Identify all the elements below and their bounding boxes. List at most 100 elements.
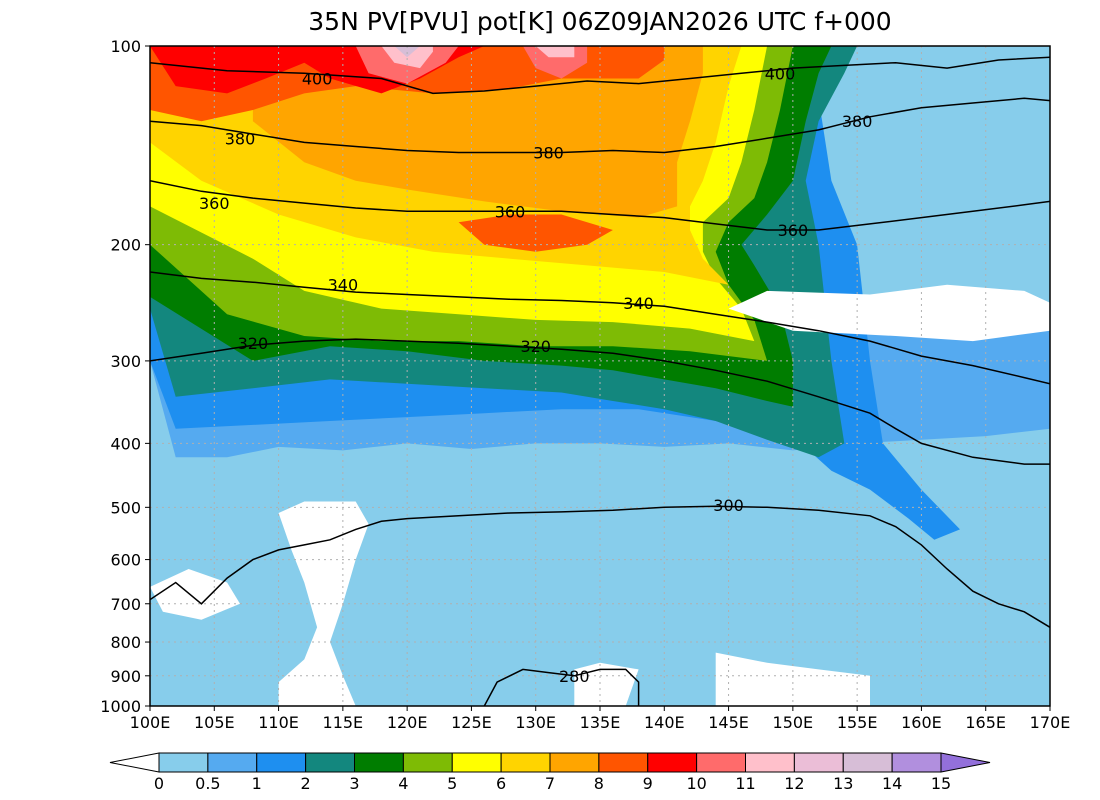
- colorbar-swatch-10: [647, 752, 698, 773]
- colorbar-swatch-0: [158, 752, 209, 773]
- y-axis: 100 200 300 400 500 600 700 800 900 1000: [100, 37, 150, 716]
- theta-contours: [150, 56, 1050, 706]
- x-tick-label: 150E: [773, 713, 814, 732]
- y-tick-label: 500: [110, 498, 141, 517]
- theta-contour-280: [483, 668, 640, 706]
- colorbar-tick-label: 8: [594, 774, 604, 793]
- grid-lines: [150, 46, 1050, 706]
- theta-contour-320: [150, 338, 1050, 465]
- pv-region-11-14: [535, 46, 575, 58]
- x-tick-label: 115E: [323, 713, 364, 732]
- chart-title: 35N PV[PVU] pot[K] 06Z09JAN2026 UTC f+00…: [308, 7, 891, 36]
- colorbar-swatch-9: [598, 752, 649, 773]
- pv-shading: [150, 46, 1050, 540]
- colorbar-under-arrow: [109, 752, 160, 773]
- x-tick-label: 100E: [130, 713, 171, 732]
- contour-label-380: 380: [225, 129, 256, 148]
- theta-contour-380: [150, 97, 1050, 154]
- y-tick-label: 1000: [100, 697, 141, 716]
- y-tick-label: 900: [110, 667, 141, 686]
- plot-area: [150, 46, 1050, 706]
- pv-below-zero-region-3: [715, 652, 870, 706]
- colorbar-swatch-6: [451, 752, 502, 773]
- colorbar-swatch-2: [256, 752, 307, 773]
- colorbar-tick-label: 14: [882, 774, 902, 793]
- x-tick-label: 120E: [387, 713, 428, 732]
- colorbar-tick-label: 12: [784, 774, 804, 793]
- contour-label-340: 340: [623, 294, 654, 313]
- contour-label-340: 340: [328, 276, 359, 295]
- contour-label-380: 380: [842, 112, 873, 131]
- y-tick-label: 100: [110, 37, 141, 56]
- x-tick-label: 160E: [901, 713, 942, 732]
- colorbar-tick-label: 0.5: [195, 774, 220, 793]
- contour-label-300: 300: [713, 496, 744, 515]
- colorbar-tick-label: 1: [252, 774, 262, 793]
- x-tick-label: 170E: [1030, 713, 1071, 732]
- colorbar-tick-label: 2: [301, 774, 311, 793]
- pv-below-zero-region-1: [278, 501, 369, 706]
- contour-labels: 400 400 380 380 380 360 360 360 340 340 320 320 300 2…: [199, 64, 873, 686]
- y-tick-label: 600: [110, 551, 141, 570]
- pv-below-zero-region-2: [150, 569, 240, 620]
- contour-label-360: 360: [199, 194, 230, 213]
- colorbar-tick-label: 0: [154, 774, 164, 793]
- contour-label-360: 360: [778, 221, 809, 240]
- colorbar-swatch-7: [500, 752, 551, 773]
- colorbar-swatch-12: [745, 752, 795, 773]
- x-tick-label: 165E: [965, 713, 1006, 732]
- colorbar-tick-label: 7: [545, 774, 555, 793]
- pv-region-13-15: [394, 46, 420, 58]
- colorbar-tick-label: 4: [398, 774, 408, 793]
- pv-below-zero-region-0: [728, 284, 1050, 342]
- x-tick-label: 140E: [644, 713, 685, 732]
- theta-contour-340: [150, 271, 1050, 385]
- colorbar-swatch-4: [354, 752, 404, 773]
- colorbar-tick-label: 5: [447, 774, 457, 793]
- x-tick-label: 130E: [515, 713, 556, 732]
- below-zero-regions: [150, 284, 1050, 706]
- x-tick-label: 155E: [837, 713, 878, 732]
- contour-label-280: 280: [559, 667, 590, 686]
- x-tick-label: 125E: [451, 713, 492, 732]
- colorbar-tick-label: 13: [833, 774, 853, 793]
- x-tick-label: 105E: [194, 713, 235, 732]
- colorbar-swatch-14: [842, 752, 893, 773]
- contour-label-380: 380: [533, 144, 564, 163]
- colorbar-tick-label: 11: [735, 774, 755, 793]
- colorbar-tick-label: 3: [349, 774, 359, 793]
- colorbar-swatch-5: [402, 752, 453, 773]
- x-tick-label: 135E: [580, 713, 621, 732]
- colorbar-swatch-3: [305, 752, 355, 773]
- contour-label-400: 400: [765, 64, 796, 83]
- colorbar-over-arrow: [940, 752, 991, 773]
- x-tick-label: 145E: [708, 713, 749, 732]
- colorbar-tick-label: 15: [931, 774, 951, 793]
- y-tick-label: 200: [110, 236, 141, 255]
- y-tick-label: 300: [110, 352, 141, 371]
- colorbar-tick-label: 10: [686, 774, 706, 793]
- theta-contour-300: [150, 505, 1050, 628]
- y-tick-label: 400: [110, 434, 141, 453]
- colorbar-swatch-11: [696, 752, 746, 773]
- colorbar-tick-label: 9: [643, 774, 653, 793]
- colorbar: 0 0.5 1 2 3 4 5 6 7 8 9 10 11 12 13 14 15: [109, 752, 991, 793]
- colorbar-swatch-15: [891, 752, 942, 773]
- colorbar-tick-label: 6: [496, 774, 506, 793]
- contour-label-320: 320: [520, 337, 551, 356]
- contour-label-320: 320: [238, 334, 269, 353]
- pv-below-zero-region-4: [574, 662, 639, 706]
- pv-region-7-7: [252, 46, 703, 218]
- theta-contour-360: [150, 179, 1050, 231]
- colorbar-swatch-8: [549, 752, 600, 773]
- contour-label-400: 400: [302, 69, 333, 88]
- y-tick-label: 700: [110, 595, 141, 614]
- x-tick-label: 110E: [258, 713, 299, 732]
- colorbar-swatch-13: [793, 752, 844, 773]
- x-axis: 100E 105E 110E 115E 120E 125E 130E 135E 140E 145E…: [130, 706, 1071, 732]
- colorbar-swatch-1: [207, 752, 258, 773]
- contour-label-360: 360: [495, 202, 526, 221]
- theta-contour-400: [150, 56, 1050, 95]
- y-tick-label: 800: [110, 633, 141, 652]
